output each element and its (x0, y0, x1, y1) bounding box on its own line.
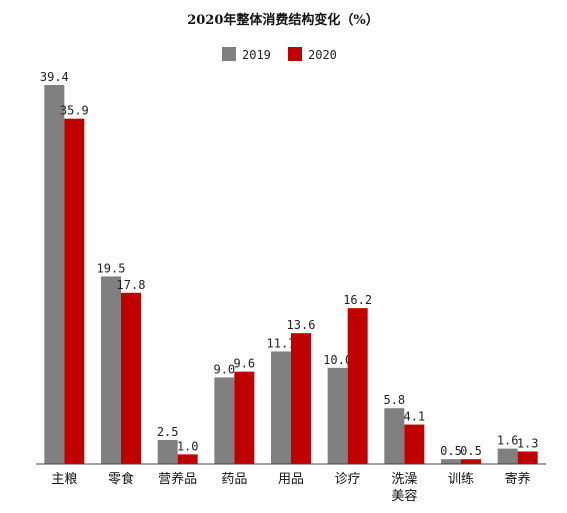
bar-2020-5 (347, 308, 368, 464)
legend-label-2020: 2020 (308, 48, 337, 62)
value-label-2019-8: 1.6 (497, 434, 519, 448)
category-label-8: 寄养 (505, 471, 531, 487)
legend-label-2019: 2019 (242, 48, 271, 62)
value-label-2020-8: 1.3 (517, 436, 539, 450)
value-label-2019-2: 2.5 (157, 425, 179, 439)
chart-title: 2020年整体消费结构变化（%） (187, 12, 379, 28)
value-label-2020-3: 9.6 (233, 357, 255, 371)
bar-2020-8 (517, 451, 538, 464)
legend-swatch-2020 (288, 47, 302, 61)
value-label-2020-5: 16.2 (343, 293, 372, 307)
category-label-3: 药品 (221, 472, 247, 487)
category-label-2: 营养品 (158, 471, 197, 487)
value-label-2020-1: 17.8 (117, 278, 146, 292)
bar-2019-4 (271, 351, 291, 464)
bar-2019-1 (101, 276, 121, 464)
bar-2020-3 (234, 371, 255, 464)
legend-swatch-2019 (222, 47, 236, 61)
legend: 2019 2020 (222, 47, 337, 62)
bar-2020-0 (64, 118, 85, 464)
bar-2020-2 (177, 454, 198, 464)
value-label-2019-5: 10.0 (323, 353, 352, 367)
bar-2020-1 (121, 292, 141, 464)
category-label-4: 用品 (278, 472, 304, 487)
value-label-2019-6: 5.8 (383, 393, 405, 407)
bar-2019-8 (497, 448, 518, 464)
value-label-2019-1: 19.5 (97, 261, 126, 275)
value-label-2019-7: 0.5 (440, 444, 462, 458)
bar-2019-6 (384, 408, 405, 464)
category-labels: 主粮 零食 营养品 药品 用品 诊疗 洗澡美容 训练 寄养 (51, 471, 530, 504)
bar-2019-5 (327, 367, 348, 464)
category-label-1: 零食 (108, 471, 134, 487)
bar-2019-0 (44, 85, 65, 464)
bar-2019-2 (157, 439, 178, 464)
value-label-2020-2: 1.0 (177, 439, 199, 453)
value-label-2020-0: 35.9 (60, 104, 89, 118)
value-label-2019-0: 39.4 (40, 70, 69, 84)
bar-2020-4 (291, 333, 311, 464)
bars: 39.4 35.9 19.5 17.8 2.51.0 9.09.6 11.7 13.6 10.0… (40, 70, 539, 464)
value-label-2020-4: 13.6 (287, 318, 316, 332)
bar-2020-6 (404, 424, 425, 464)
bar-2019-3 (214, 377, 235, 464)
category-label-0: 主粮 (51, 472, 77, 487)
value-label-2019-4: 11.7 (267, 336, 296, 350)
value-label-2020-6: 4.1 (403, 410, 425, 424)
bar-2019-7 (441, 459, 461, 464)
bar-2020-7 (461, 459, 481, 464)
value-label-2019-3: 9.0 (213, 362, 235, 376)
category-label-7: 训练 (448, 472, 474, 487)
category-label-6: 洗澡美容 (391, 472, 417, 504)
category-label-5: 诊疗 (335, 472, 361, 487)
value-label-2020-7: 0.5 (460, 444, 482, 458)
